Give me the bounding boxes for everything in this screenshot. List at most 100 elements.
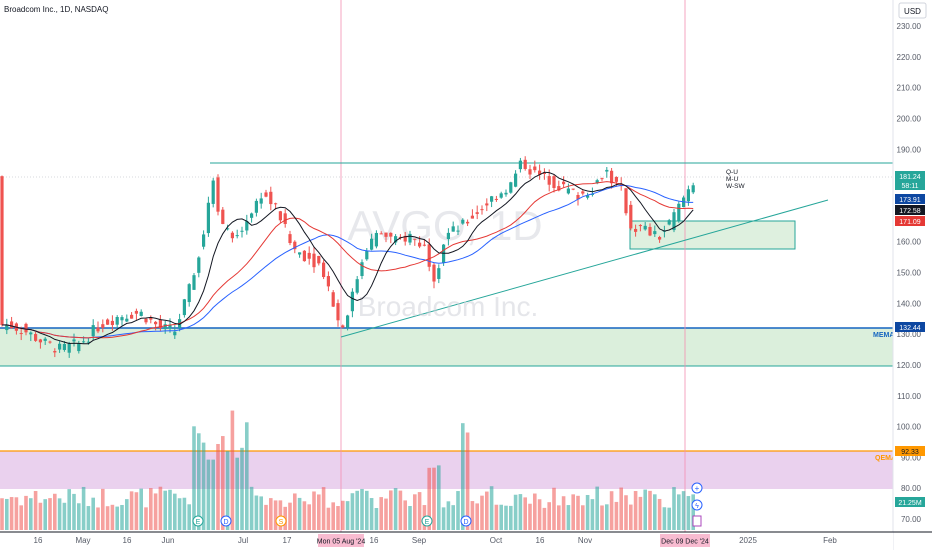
countdown-value: 58:11 [902, 183, 919, 190]
candle-body [235, 235, 239, 237]
volume-bar [427, 467, 431, 530]
candle-body [106, 319, 110, 325]
volume-bar [677, 494, 681, 530]
candle-body [518, 160, 522, 170]
candle-body [254, 200, 258, 213]
ma-black-badge [895, 205, 925, 215]
candle-body [336, 303, 340, 321]
candle-body [355, 279, 359, 293]
volume-bar [38, 502, 43, 530]
candle-body [514, 173, 518, 187]
candle-body [0, 176, 4, 325]
volume-bar [398, 490, 403, 530]
earnings-marker[interactable] [192, 515, 204, 527]
lower-level-value: 92.33 [901, 449, 919, 456]
currency-button-label: USD [904, 7, 921, 16]
candle-body [418, 242, 422, 247]
volume-bar [139, 488, 143, 530]
candle-body [370, 238, 374, 250]
candle-body [182, 299, 186, 316]
volume-bar [153, 493, 158, 530]
volume-badge [895, 497, 925, 507]
price-tick-label: 190.00 [897, 145, 922, 154]
volume-bar [345, 501, 350, 530]
candle-body [624, 188, 628, 214]
candle-body [293, 241, 297, 250]
volume-bar [648, 490, 652, 530]
volume-bar [120, 504, 124, 530]
volume-bar [561, 496, 566, 530]
candle-body [562, 181, 566, 185]
volume-bar [0, 498, 4, 530]
candle-body [283, 213, 287, 225]
price-tick-label: 220.00 [897, 53, 922, 62]
candle-body [379, 233, 383, 235]
volume-bar [187, 504, 191, 530]
candle-body [48, 341, 52, 343]
price-tick-label: 210.00 [897, 84, 922, 93]
candle-body [581, 191, 585, 194]
flash-icon[interactable] [691, 499, 703, 511]
candle-body [173, 331, 177, 336]
volume-bar [523, 497, 527, 530]
candle-body [331, 292, 335, 307]
volume-bar [475, 503, 479, 530]
trendline [340, 199, 829, 338]
volume-bar [624, 495, 628, 530]
candle-body [408, 233, 412, 243]
candle-body [163, 324, 167, 330]
dividend-marker[interactable] [220, 515, 232, 527]
earnings-marker-2[interactable] [421, 515, 433, 527]
event-markers[interactable]: E D S E D + ϟ [192, 482, 703, 527]
volume-bar [144, 507, 148, 530]
candle-body [538, 170, 542, 175]
candle-body [288, 234, 292, 244]
volume-bar [446, 501, 451, 530]
volume-bar [101, 488, 105, 530]
plus-icon[interactable] [691, 482, 703, 494]
volume-bar [129, 491, 134, 530]
split-marker[interactable] [275, 515, 287, 527]
time-axis[interactable] [0, 532, 893, 550]
candle-body [5, 324, 9, 331]
currency-button[interactable] [898, 2, 927, 19]
future-earnings-marker[interactable] [692, 515, 702, 527]
price-tick-label: 100.00 [897, 423, 922, 432]
candle-body [374, 232, 378, 247]
candle-body [24, 323, 28, 333]
volume-bar [293, 493, 297, 530]
candle-body [120, 317, 124, 321]
volume-bar [9, 497, 14, 530]
candle-body [427, 244, 431, 267]
volume-bar [336, 506, 340, 530]
volume-bar [417, 492, 422, 530]
ma-red-line [1, 181, 694, 339]
volume-bar [408, 506, 412, 530]
symbol-title: Broadcom Inc., 1D, NASDAQ [4, 5, 108, 14]
candle-body [125, 318, 129, 322]
volume-bar [312, 491, 316, 530]
dividend-marker-2[interactable] [460, 515, 472, 527]
volume-bar [302, 501, 307, 530]
candle-body [557, 186, 561, 191]
volume-bar [566, 505, 571, 530]
volume-bar [221, 436, 225, 530]
candle-body [672, 212, 676, 231]
last-price-badge [895, 171, 925, 190]
volume-bar [235, 457, 239, 530]
volume-bar [269, 498, 273, 530]
date-flag-right-label: Dec 09 Dec '24 [661, 539, 709, 546]
volume-bar [197, 433, 201, 530]
dividend-marker-2-label: D [463, 519, 468, 526]
lower-level-badge [895, 446, 925, 456]
volume-bar [331, 502, 335, 530]
volume-bar [585, 494, 590, 530]
volume-bar [518, 494, 523, 530]
volume-bar [451, 505, 455, 530]
price-axis[interactable] [893, 0, 932, 550]
volume-bar [461, 423, 465, 530]
candle-body [480, 209, 484, 211]
candle-body [528, 169, 532, 175]
volume-bar [441, 507, 446, 530]
